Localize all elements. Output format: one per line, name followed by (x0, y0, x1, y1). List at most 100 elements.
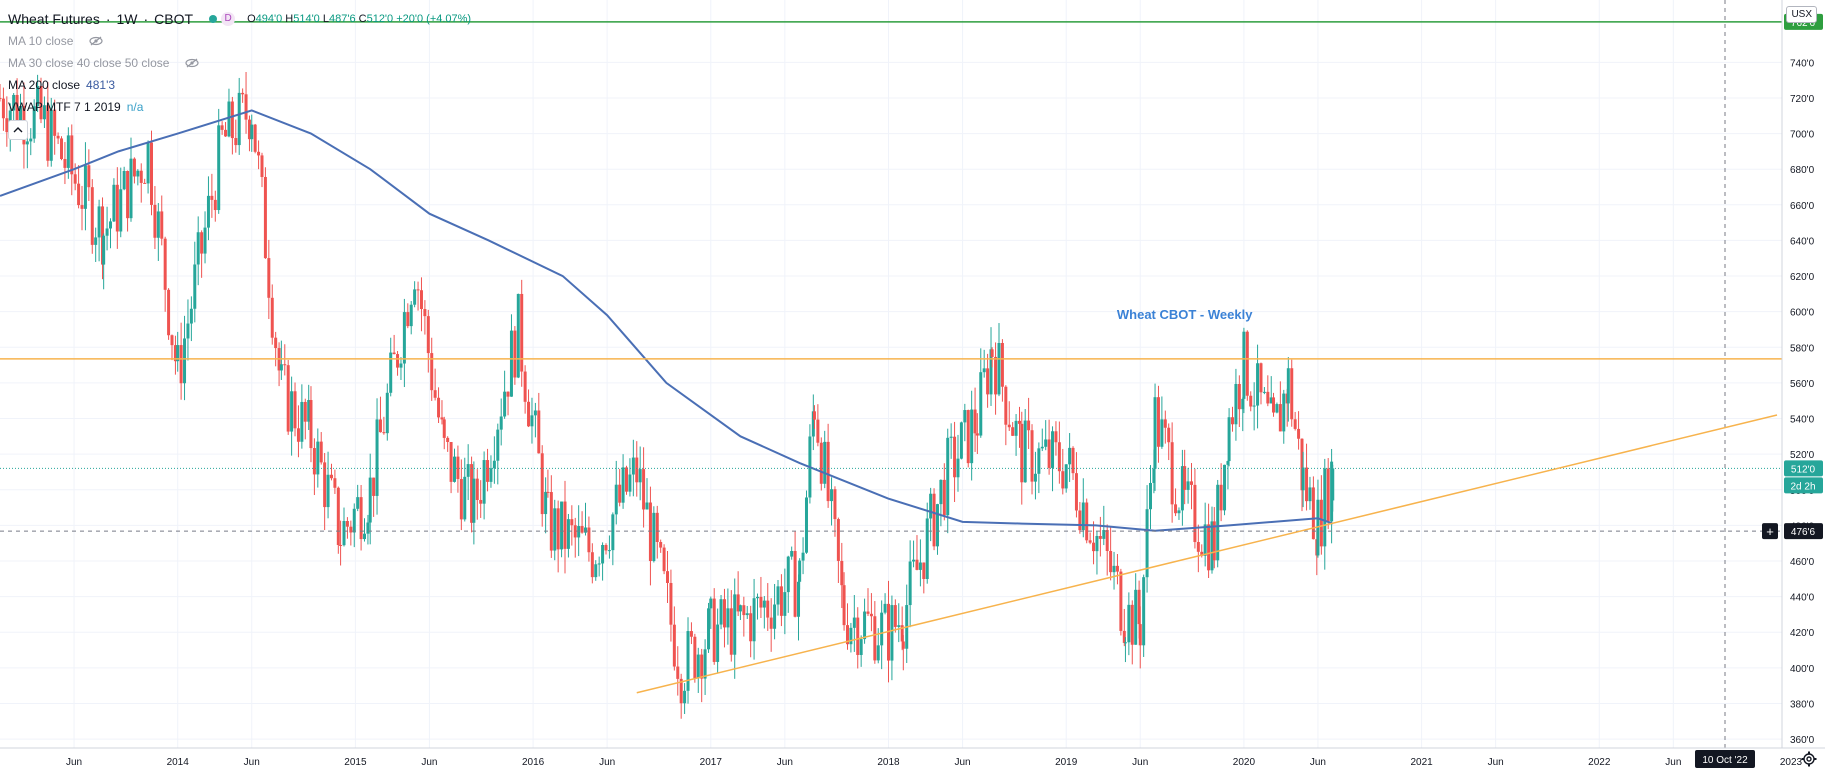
candle-body (183, 338, 187, 384)
candle-body (1051, 431, 1055, 468)
candle-body (1203, 524, 1207, 556)
price-tick-label: 640'0 (1790, 236, 1815, 247)
candle-body (1153, 397, 1157, 469)
candle-body (15, 94, 19, 128)
candle-body (990, 349, 994, 357)
time-tick-label: 2018 (877, 757, 900, 768)
candle-body (499, 416, 503, 430)
current-price-label: 512'0 (1791, 464, 1816, 475)
candle-body (453, 456, 457, 482)
candle-body (583, 527, 587, 533)
symbol-row: Wheat Futures · 1W · CBOT D O494'0 H514'… (8, 8, 471, 30)
candle-body (296, 428, 300, 442)
candle-body (482, 460, 486, 504)
candle-body (423, 309, 427, 317)
candle-body (336, 487, 340, 546)
candle-body (189, 308, 193, 324)
price-tick-label: 580'0 (1790, 343, 1815, 354)
candle-body (742, 605, 746, 616)
indicator-vwap[interactable]: VWAP MTF 7 1 2019 n/a (8, 96, 471, 118)
candle-body (115, 184, 119, 232)
candle-body (707, 608, 711, 650)
price-tick-label: 700'0 (1790, 130, 1815, 141)
candle-body (153, 204, 157, 238)
candle-body (597, 563, 601, 565)
candle-body (1231, 417, 1235, 425)
currency-button[interactable]: USX (1786, 6, 1817, 23)
candle-body (563, 501, 567, 549)
add-alert-button (1762, 523, 1778, 540)
indicator-lines: Wheat CBOT - Weekly (0, 0, 1782, 748)
indicator-ma10[interactable]: MA 10 close (8, 30, 471, 52)
candle-body (580, 526, 584, 533)
candle-body (683, 690, 687, 704)
candle-body (1293, 419, 1297, 429)
candle-body (366, 522, 370, 534)
candle-body (1112, 565, 1116, 573)
candle-body (700, 654, 704, 679)
candle-body (1223, 464, 1227, 511)
indicator-ma-multi[interactable]: MA 30 close 40 close 50 close (8, 52, 471, 74)
candle-body (442, 419, 446, 438)
price-tick-label: 560'0 (1790, 379, 1815, 390)
candle-body (1061, 471, 1065, 489)
candle-body (893, 605, 897, 627)
candle-body (1064, 464, 1068, 489)
candle-body (779, 586, 783, 616)
chevron-up-icon (13, 127, 23, 133)
plus-icon: + (1766, 524, 1774, 539)
candle-body (790, 550, 794, 557)
candle-body (475, 478, 479, 500)
data-delay-badge[interactable]: D (221, 12, 236, 26)
candle-body (1027, 420, 1031, 431)
candle-body (662, 547, 666, 572)
interval[interactable]: 1W (116, 11, 138, 27)
candle-body (382, 432, 386, 434)
candle-body (601, 545, 605, 564)
candle-body (1047, 439, 1051, 468)
settings-gear-icon[interactable] (1801, 751, 1817, 767)
candle-body (352, 508, 356, 533)
eye-hidden-icon[interactable] (185, 58, 200, 68)
candle-body (1078, 510, 1082, 531)
candle-body (156, 211, 160, 238)
candle-body (880, 612, 884, 646)
symbol-name[interactable]: Wheat Futures (8, 11, 100, 27)
candle-body (300, 401, 304, 442)
price-tick-label: 600'0 (1790, 308, 1815, 319)
candle-body (1167, 427, 1171, 443)
candle-body (890, 605, 894, 661)
candle-body (1269, 397, 1273, 404)
price-tick-label: 420'0 (1790, 628, 1815, 639)
candle-body (530, 415, 534, 427)
candle-body (966, 410, 970, 464)
candle-body (1142, 577, 1146, 646)
candle-body (112, 184, 116, 222)
candle-body (309, 400, 313, 449)
price-tick-label: 520'0 (1790, 450, 1815, 461)
candle-body (523, 371, 527, 402)
candle-body (217, 125, 221, 211)
candle-body (426, 316, 430, 354)
candle-body (409, 304, 413, 327)
candle-body (873, 616, 877, 661)
collapse-legend-button[interactable] (8, 120, 28, 140)
candle-body (1319, 499, 1323, 547)
candle-body (339, 545, 343, 547)
candle-body (56, 135, 60, 139)
candle-body (1115, 565, 1119, 572)
candle-body (852, 617, 856, 628)
candle-body (1190, 481, 1194, 485)
candle-body (1040, 446, 1044, 449)
candle-body (922, 562, 926, 579)
indicator-ma200[interactable]: MA 200 close 481'3 (8, 74, 471, 96)
candle-body (126, 170, 130, 219)
candle-body (1323, 468, 1327, 547)
candle-body (70, 135, 74, 175)
candle-body (594, 564, 598, 578)
candle-body (869, 613, 873, 617)
eye-hidden-icon[interactable] (89, 36, 103, 46)
candle-body (570, 519, 574, 526)
candle-body (709, 598, 713, 609)
